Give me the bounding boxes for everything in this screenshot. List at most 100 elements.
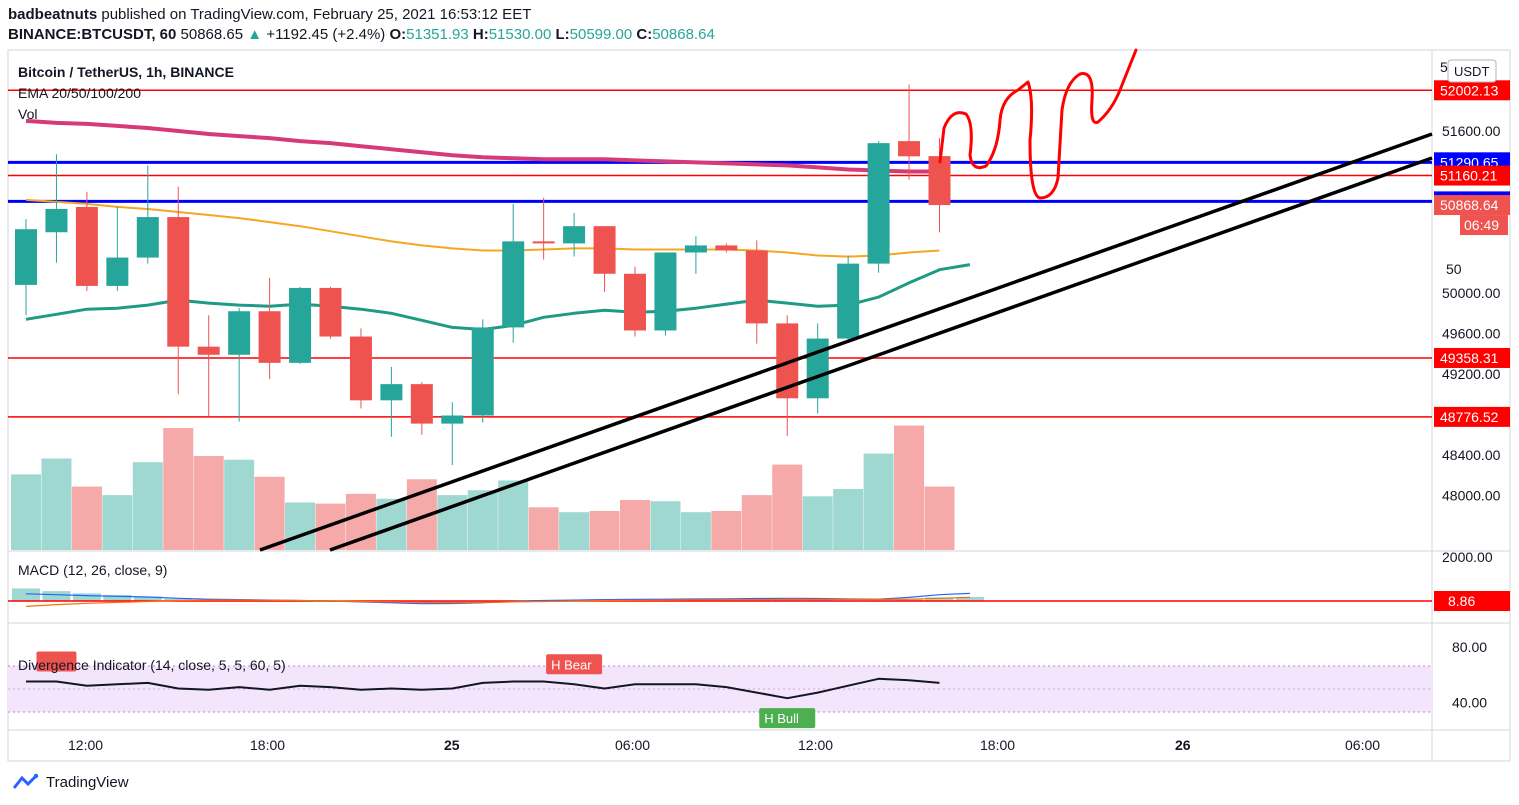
bear-marker-label: H Bear [551, 657, 592, 672]
price-tick-label-partial: 5 [1440, 59, 1448, 75]
volume-bar [528, 507, 559, 550]
divergence-tick-label: 80.00 [1452, 639, 1487, 655]
volume-bar [102, 495, 133, 550]
candle-body [745, 250, 768, 324]
time-axis-label: 26 [1175, 737, 1191, 753]
candle-body [898, 141, 921, 157]
candle-body [228, 311, 251, 355]
candle-body [45, 208, 68, 233]
candle-body [136, 217, 159, 258]
candle-body [715, 245, 738, 251]
candle-body [410, 384, 433, 424]
close-value: 50868.64 [652, 26, 715, 43]
macd-histogram-bar [164, 598, 193, 601]
volume-bar [924, 486, 955, 550]
candle-body [15, 229, 37, 285]
time-axis-label: 12:00 [68, 737, 103, 753]
price-tick-label-partial: 50 [1446, 261, 1462, 277]
price-tick-label: 48000.00 [1442, 488, 1501, 504]
candle-body [441, 415, 464, 424]
volume-bar [11, 474, 41, 550]
volume-bar [833, 489, 864, 550]
volume-bar [802, 496, 833, 550]
volume-bar [863, 453, 894, 550]
candle-body [776, 323, 799, 399]
chart-title: Bitcoin / TetherUS, 1h, BINANCE [18, 64, 234, 80]
up-arrow-icon: ▲ [247, 26, 263, 43]
price-tick-label: 51600.00 [1442, 123, 1501, 139]
divergence-legend[interactable]: Divergence Indicator (14, close, 5, 5, 6… [18, 657, 286, 673]
volume-legend[interactable]: Vol [18, 106, 38, 122]
macd-histogram-bar [925, 597, 954, 601]
volume-bar [741, 495, 772, 550]
time-axis-label: 06:00 [615, 737, 650, 753]
ohlc-bar: BINANCE:BTCUSDT, 60 50868.65 ▲ +1192.45 … [8, 26, 715, 43]
bear-marker [36, 651, 77, 672]
volume-bar [559, 512, 590, 550]
volume-bar [193, 456, 224, 550]
open-value: 51351.93 [406, 26, 469, 43]
level-price-label: 51160.21 [1440, 168, 1498, 184]
candle-body [867, 143, 890, 264]
macd-histogram-bar [12, 588, 40, 601]
tradingview-brand: TradingView [46, 773, 129, 791]
bull-marker-label: H Bull [764, 711, 799, 726]
macd-histogram-bar [133, 596, 162, 601]
price-tick-label: 49200.00 [1442, 366, 1501, 382]
macd-signal-line [25, 596, 970, 607]
volume-bar [894, 425, 925, 550]
level-price-label: 49358.31 [1440, 350, 1499, 366]
last-price-tag [1434, 195, 1510, 216]
volume-bar [163, 428, 194, 550]
last-price-label: 50868.64 [1440, 197, 1499, 213]
divergence-tick-label: 40.00 [1452, 694, 1487, 710]
macd-histogram-bar [72, 593, 101, 601]
level-price-label: 48776.52 [1440, 409, 1499, 425]
candle-body [106, 257, 129, 286]
macd-legend[interactable]: MACD (12, 26, close, 9) [18, 562, 168, 578]
open-label: O: [389, 26, 407, 43]
candle-body [532, 241, 555, 244]
currency-badge [1447, 59, 1497, 83]
chart-frame [7, 49, 1511, 762]
time-axis-label: 06:00 [1345, 737, 1380, 753]
candle-body [471, 327, 494, 416]
low-value: 50599.00 [569, 26, 633, 43]
candle-body [684, 245, 707, 253]
macd-histogram-bar [895, 599, 924, 601]
volume-bar [41, 458, 72, 550]
bull-marker [759, 708, 816, 729]
ema-legend[interactable]: EMA 20/50/100/200 [18, 85, 141, 101]
volume-bar [650, 501, 681, 550]
volume-bar [285, 502, 316, 550]
volume-bar [772, 464, 803, 550]
price-tick-label: 48400.00 [1442, 447, 1501, 463]
published-text: published on TradingView.com, February 2… [101, 6, 532, 23]
publish-info: badbeatnuts published on TradingView.com… [8, 6, 531, 23]
volume-bar [711, 510, 742, 550]
candle-body [563, 226, 586, 244]
candle-body [502, 241, 525, 328]
candle-body [289, 287, 312, 363]
author-name[interactable]: badbeatnuts [8, 6, 98, 23]
currency-badge-label: USDT [1454, 64, 1489, 79]
tradingview-footer[interactable]: TradingView [12, 773, 129, 791]
countdown-label: 06:49 [1464, 217, 1499, 233]
time-axis-label: 18:00 [980, 737, 1015, 753]
volume-bar [132, 462, 163, 550]
level-price-tag [1434, 406, 1510, 427]
price-tick-label: 49600.00 [1442, 326, 1501, 342]
candle-body [837, 263, 860, 339]
volume-bar [224, 459, 255, 550]
macd-histogram-bar [103, 594, 132, 601]
level-price-label: 52002.13 [1440, 82, 1499, 98]
low-label: L: [555, 26, 570, 43]
volume-bar [680, 512, 711, 550]
macd-value-label: 8.86 [1448, 593, 1475, 609]
level-price-tag [1434, 165, 1510, 186]
trendline-upper [259, 132, 1433, 552]
candle-body [197, 346, 220, 355]
candle-body [167, 217, 190, 347]
candle-body [624, 273, 646, 331]
